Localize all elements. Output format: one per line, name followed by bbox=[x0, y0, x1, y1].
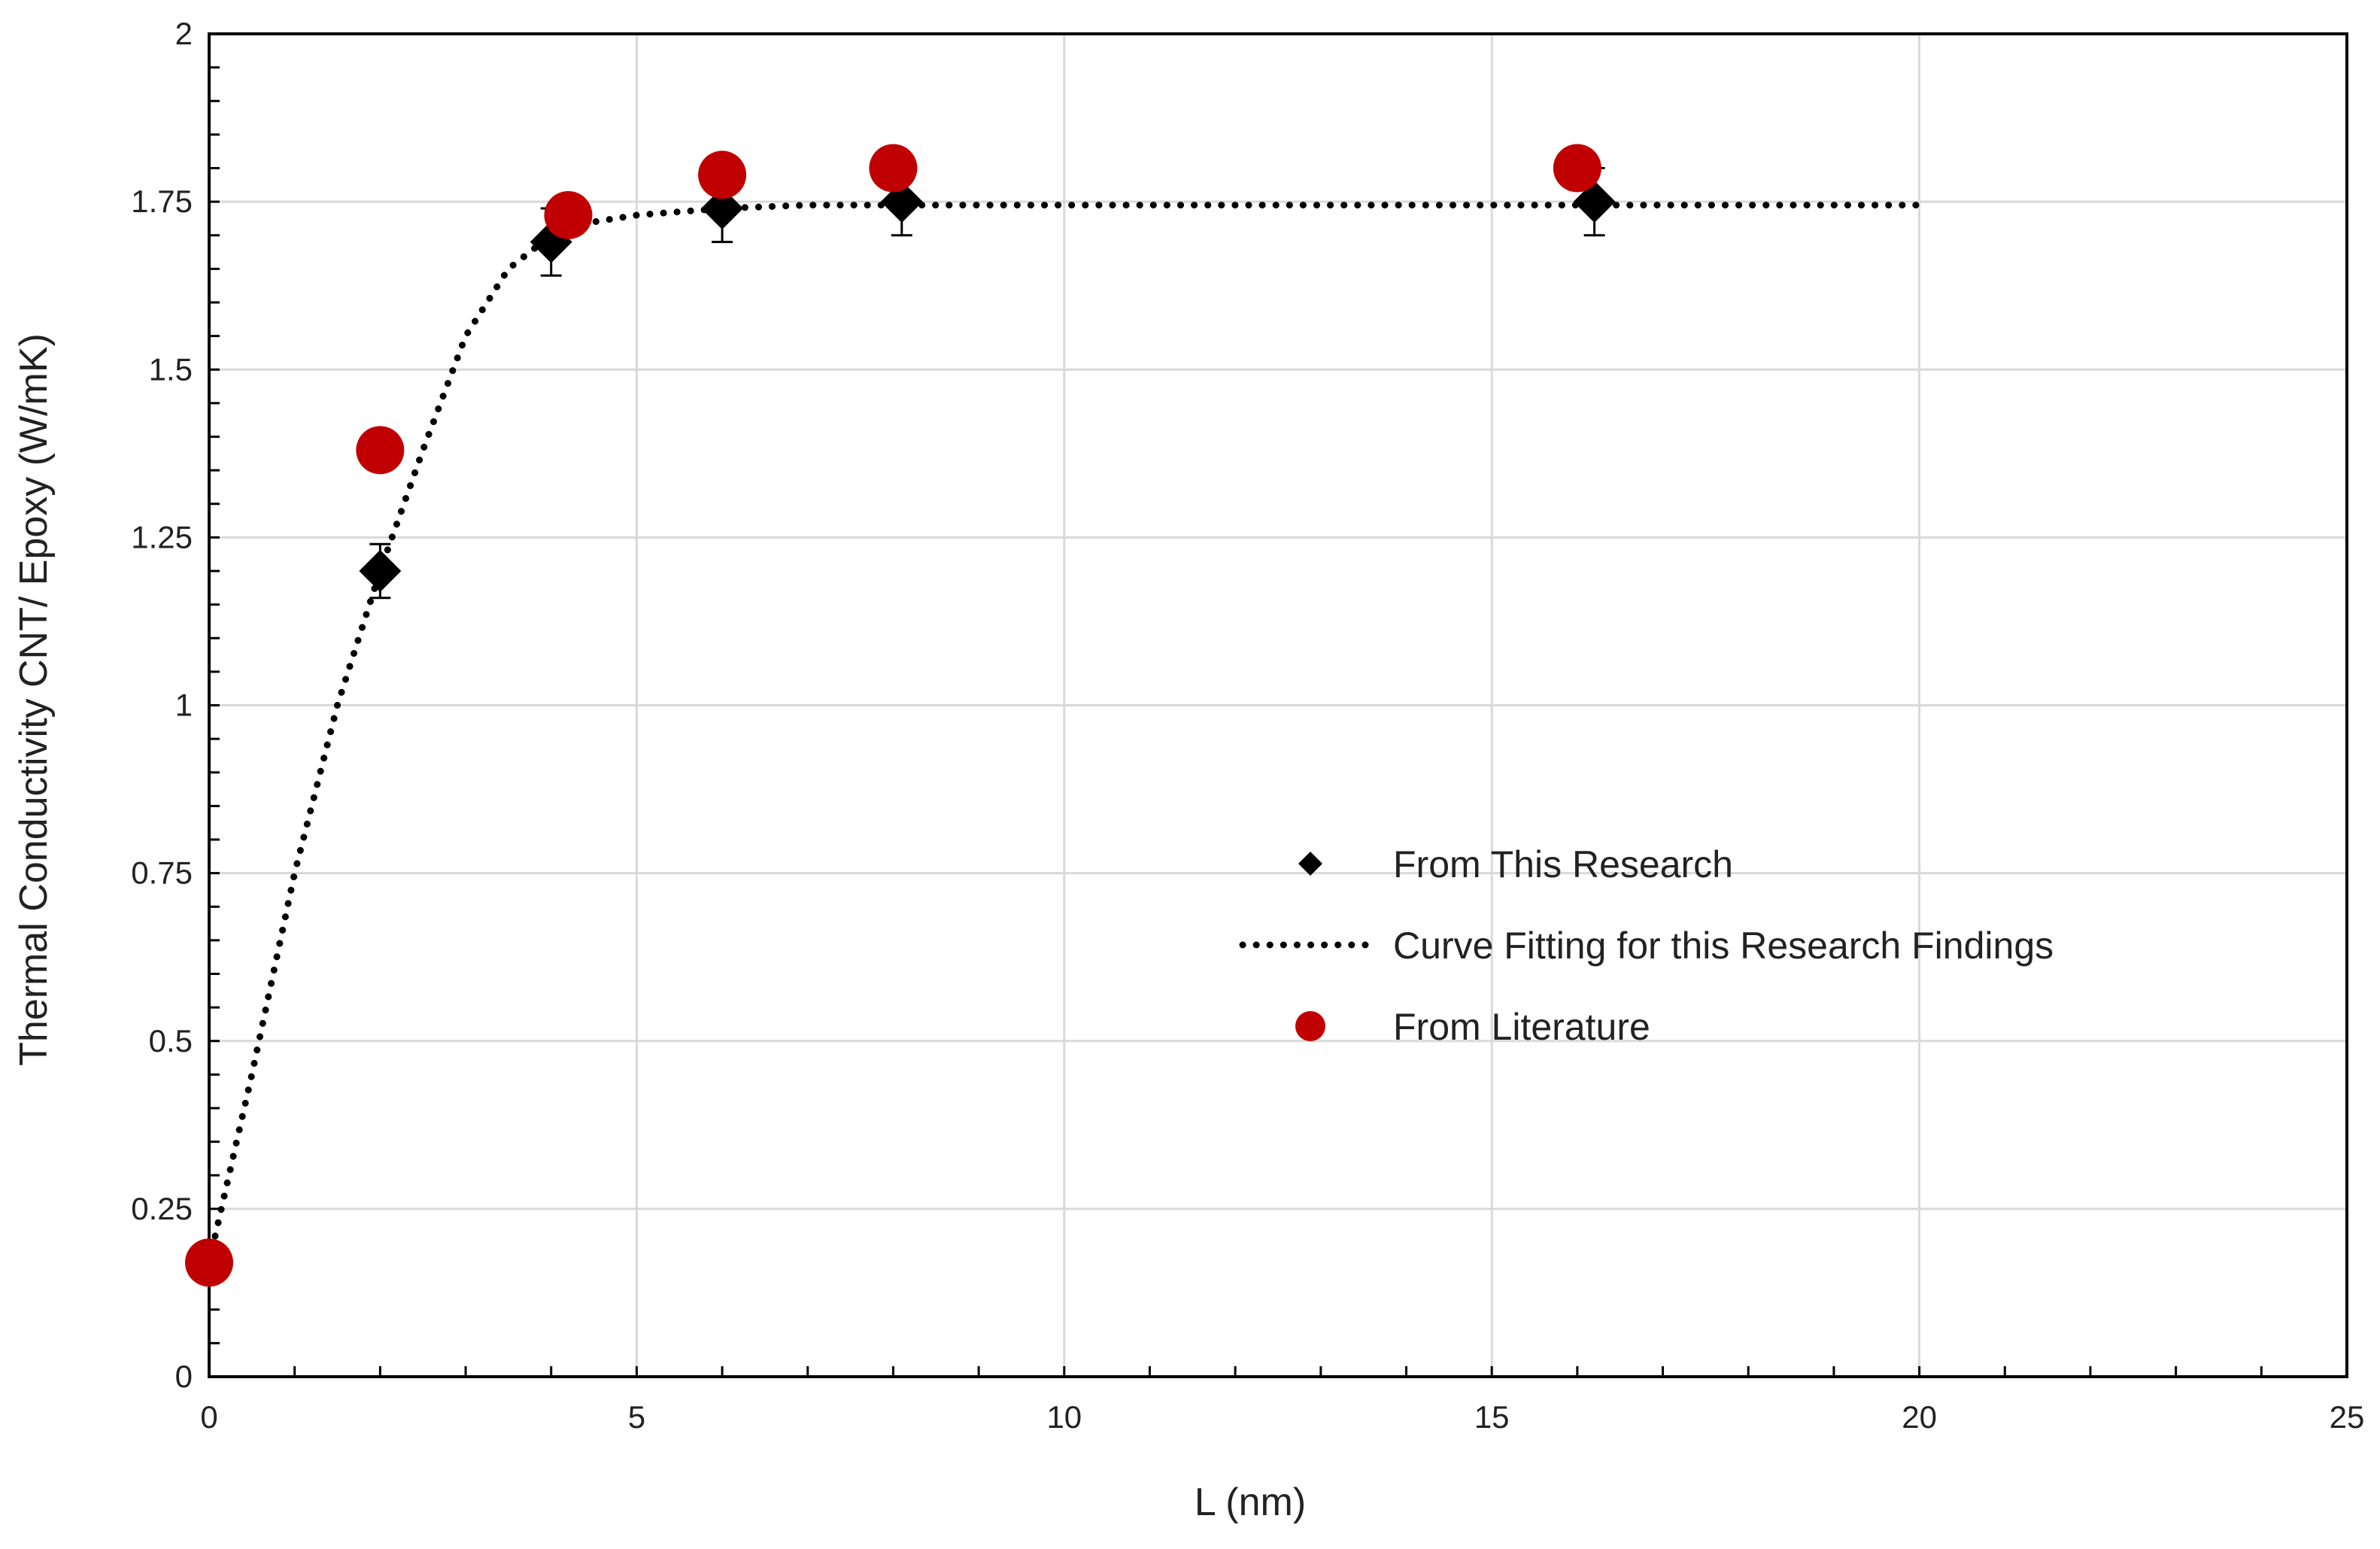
y-axis-label: Thermal Conductivity CNT/ Epoxy (W/mK) bbox=[12, 333, 56, 1066]
literature-circle-point bbox=[1553, 144, 1601, 193]
x-tick-label: 25 bbox=[2330, 1399, 2365, 1435]
x-tick-label: 15 bbox=[1474, 1399, 1510, 1435]
literature-circle-point bbox=[356, 426, 405, 475]
y-tick-label: 1.5 bbox=[149, 351, 193, 387]
y-tick-label: 0.5 bbox=[149, 1023, 193, 1058]
plot-area-frame bbox=[208, 32, 2348, 1378]
x-tick-labels: 0 5 10 15 20 25 bbox=[200, 1399, 2364, 1435]
x-tick-label: 20 bbox=[1902, 1399, 1937, 1435]
literature-circle-point bbox=[185, 1238, 233, 1287]
legend-label-literature: From Literature bbox=[1393, 1006, 1650, 1048]
legend-item-this-research: From This Research bbox=[1298, 843, 1733, 885]
series-layer bbox=[185, 144, 1923, 1287]
legend-diamond-marker bbox=[1298, 852, 1322, 876]
y-tick-label: 1.25 bbox=[131, 519, 193, 554]
literature-circle-point bbox=[698, 150, 747, 199]
y-tick-labels: 0 0.25 0.5 0.75 1 1.25 1.5 1.75 2 bbox=[131, 16, 193, 1394]
y-tick-label: 0.25 bbox=[131, 1191, 193, 1226]
x-axis-label: L (nm) bbox=[1195, 1481, 1306, 1524]
y-tick-label: 0 bbox=[175, 1359, 193, 1394]
x-tick-label: 0 bbox=[200, 1399, 217, 1435]
legend-item-literature: From Literature bbox=[1295, 1006, 1650, 1048]
legend-label-curve-fitting: Curve Fitting for this Research Findings bbox=[1393, 925, 2054, 967]
literature-circle-point bbox=[544, 190, 593, 239]
x-tick-label: 5 bbox=[628, 1399, 645, 1435]
legend-label-this-research: From This Research bbox=[1393, 843, 1733, 885]
y-tick-label: 1.75 bbox=[131, 184, 193, 219]
legend: From This Research Curve Fitting for thi… bbox=[1239, 843, 2054, 1048]
legend-circle-marker bbox=[1295, 1011, 1325, 1041]
literature-circle-point bbox=[869, 144, 918, 193]
y-tick-label: 0.75 bbox=[131, 855, 193, 891]
y-tick-label: 1 bbox=[175, 688, 193, 723]
y-tick-label: 2 bbox=[175, 16, 193, 51]
x-tick-label: 10 bbox=[1046, 1399, 1082, 1435]
this-research-diamond-point bbox=[701, 187, 744, 230]
legend-item-curve-fitting: Curve Fitting for this Research Findings bbox=[1239, 925, 2054, 967]
this-research-diamond-point bbox=[359, 550, 402, 592]
